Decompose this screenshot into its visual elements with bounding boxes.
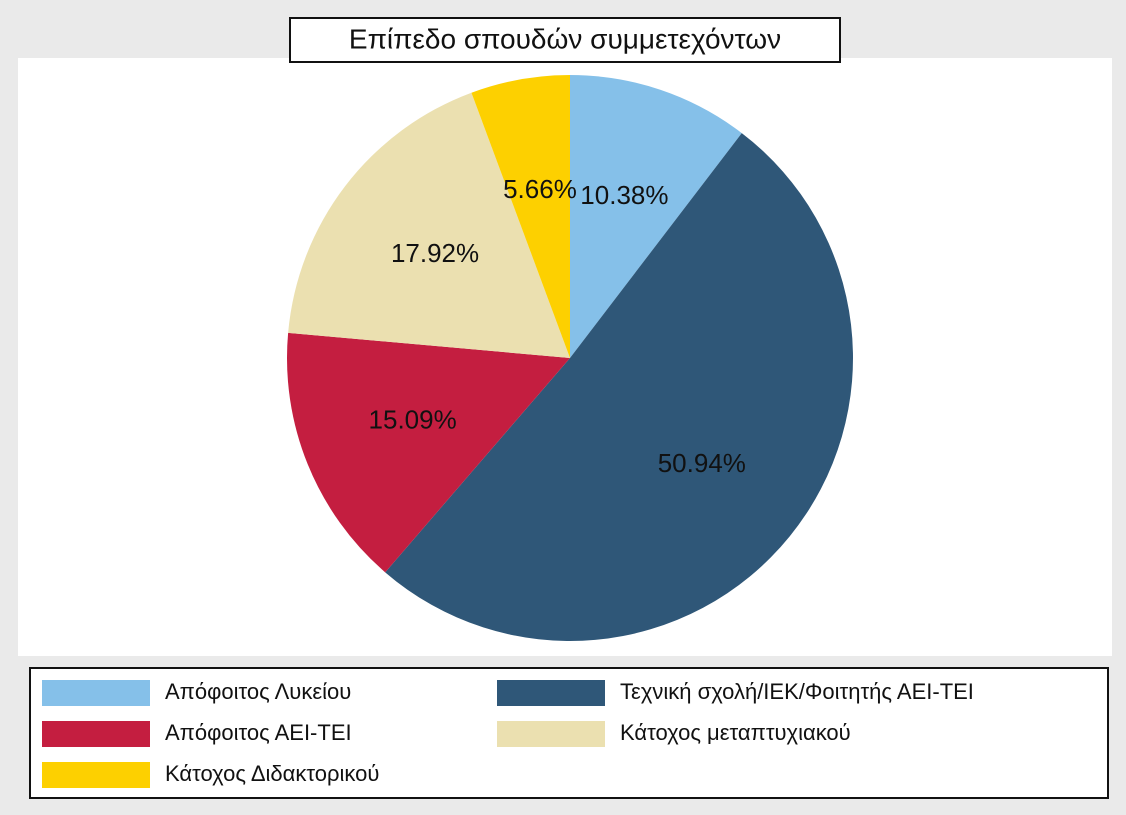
legend-label: Απόφοιτος Λυκείου (165, 679, 351, 704)
data-label: 17.92% (391, 238, 479, 268)
title-box (289, 17, 841, 63)
legend-swatch (42, 762, 150, 788)
pie-slice (287, 332, 570, 573)
data-label: 15.09% (369, 405, 457, 435)
legend-label: Τεχνική σχολή/ΙΕΚ/Φοιτητής ΑΕΙ-ΤΕΙ (620, 679, 974, 704)
legend-swatch (42, 680, 150, 706)
legend-label: Κάτοχος μεταπτυχιακού (620, 720, 851, 745)
pie-slice (385, 133, 854, 642)
data-label: 5.66% (503, 174, 577, 204)
data-label: 50.94% (658, 448, 746, 478)
legend-swatch (42, 721, 150, 747)
pie-slice (288, 92, 570, 359)
legend-label: Κάτοχος Διδακτορικού (165, 761, 379, 786)
legend-swatch (497, 680, 605, 706)
data-label: 10.38% (580, 180, 668, 210)
legend-label: Απόφοιτος ΑΕΙ-ΤΕΙ (165, 720, 352, 745)
pie-slice (570, 75, 742, 358)
pie-slice (471, 75, 570, 358)
chart-title: Επίπεδο σπουδών συμμετεχόντων (349, 23, 781, 54)
legend-swatch (497, 721, 605, 747)
